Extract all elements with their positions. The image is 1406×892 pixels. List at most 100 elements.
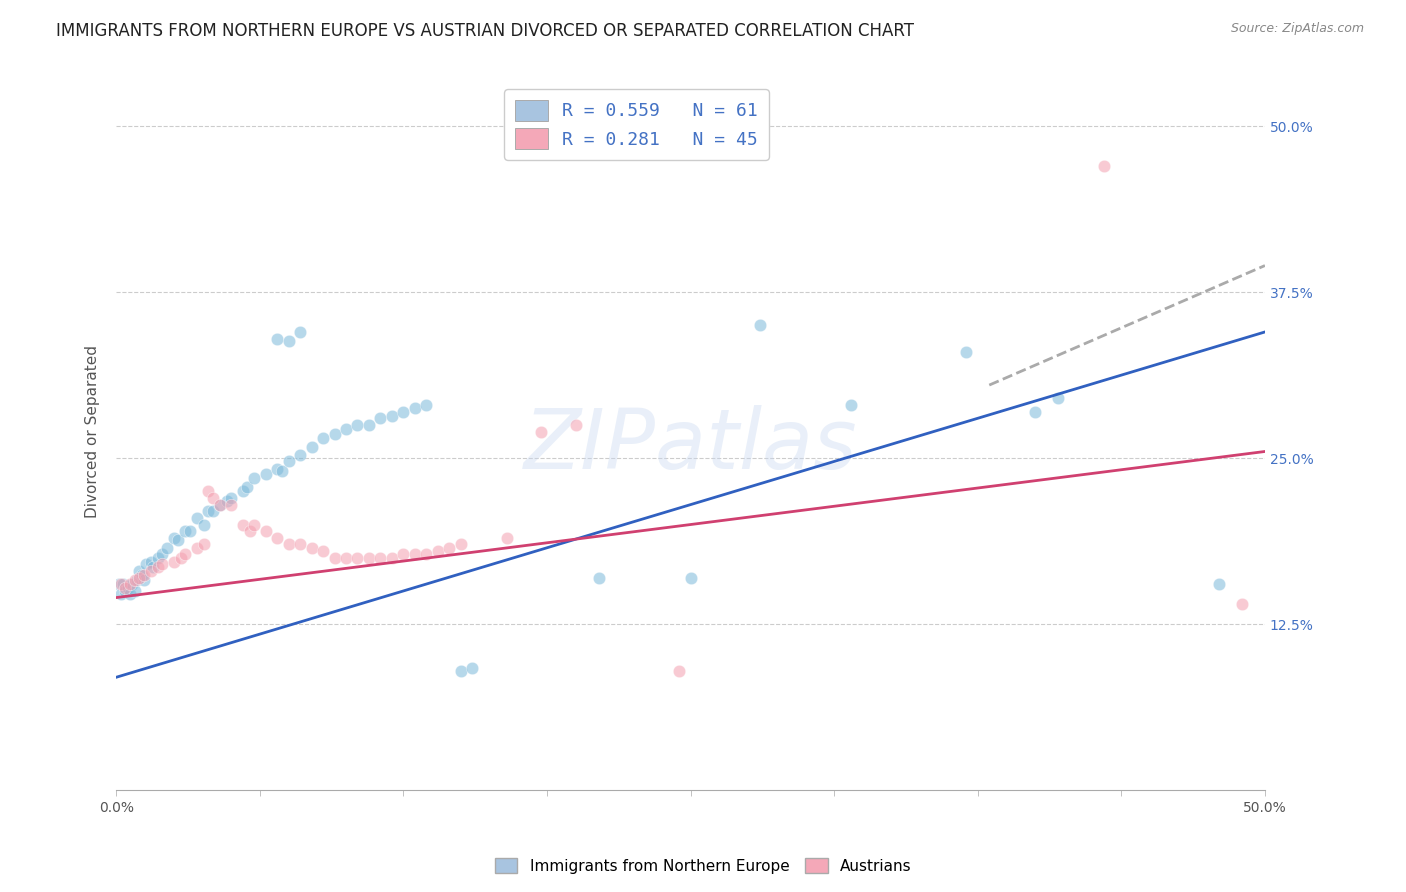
Point bbox=[404, 401, 426, 415]
Point bbox=[323, 550, 346, 565]
Point bbox=[156, 541, 179, 556]
Point bbox=[238, 524, 260, 538]
Point bbox=[121, 577, 143, 591]
Point bbox=[277, 454, 299, 468]
Point bbox=[335, 550, 357, 565]
Point bbox=[439, 541, 461, 556]
Point bbox=[1230, 597, 1253, 611]
Point bbox=[254, 467, 277, 481]
Point bbox=[357, 550, 380, 565]
Point bbox=[139, 564, 162, 578]
Point bbox=[208, 498, 231, 512]
Point bbox=[461, 661, 484, 675]
Point bbox=[668, 664, 690, 678]
Point bbox=[132, 568, 155, 582]
Legend: R = 0.559   N = 61, R = 0.281   N = 45: R = 0.559 N = 61, R = 0.281 N = 45 bbox=[505, 89, 769, 160]
Point bbox=[131, 568, 153, 582]
Point bbox=[312, 544, 335, 558]
Point bbox=[163, 555, 186, 569]
Y-axis label: Divorced or Separated: Divorced or Separated bbox=[86, 345, 100, 518]
Point bbox=[1092, 159, 1115, 173]
Point bbox=[124, 574, 146, 588]
Text: Source: ZipAtlas.com: Source: ZipAtlas.com bbox=[1230, 22, 1364, 36]
Point bbox=[110, 586, 132, 600]
Point bbox=[346, 417, 368, 432]
Point bbox=[215, 493, 238, 508]
Point bbox=[142, 560, 165, 574]
Point bbox=[169, 550, 191, 565]
Text: ZIPatlas: ZIPatlas bbox=[524, 405, 858, 486]
Point bbox=[186, 511, 208, 525]
Point bbox=[208, 498, 231, 512]
Point bbox=[450, 537, 472, 551]
Point bbox=[197, 504, 219, 518]
Point bbox=[135, 558, 157, 572]
Point bbox=[415, 547, 437, 561]
Point bbox=[110, 577, 132, 591]
Point bbox=[392, 547, 415, 561]
Point bbox=[288, 449, 311, 463]
Point bbox=[146, 550, 169, 565]
Point bbox=[404, 547, 426, 561]
Point bbox=[120, 577, 142, 591]
Point bbox=[150, 547, 173, 561]
Point bbox=[270, 464, 292, 478]
Point bbox=[323, 427, 346, 442]
Point bbox=[117, 582, 139, 596]
Point bbox=[955, 344, 977, 359]
Point bbox=[186, 541, 208, 556]
Point bbox=[163, 531, 186, 545]
Point bbox=[266, 462, 288, 476]
Point bbox=[254, 524, 277, 538]
Point bbox=[301, 441, 323, 455]
Point bbox=[146, 560, 169, 574]
Point bbox=[219, 498, 242, 512]
Point bbox=[357, 417, 380, 432]
Point bbox=[174, 547, 197, 561]
Point bbox=[588, 571, 610, 585]
Point bbox=[335, 422, 357, 436]
Point bbox=[174, 524, 197, 538]
Point bbox=[232, 484, 254, 499]
Point bbox=[150, 558, 173, 572]
Point bbox=[426, 544, 449, 558]
Point bbox=[120, 586, 142, 600]
Point bbox=[107, 577, 129, 591]
Point bbox=[841, 398, 863, 412]
Point bbox=[277, 537, 299, 551]
Point bbox=[530, 425, 553, 439]
Point bbox=[243, 517, 266, 532]
Point bbox=[128, 564, 150, 578]
Point bbox=[450, 664, 472, 678]
Text: IMMIGRANTS FROM NORTHERN EUROPE VS AUSTRIAN DIVORCED OR SEPARATED CORRELATION CH: IMMIGRANTS FROM NORTHERN EUROPE VS AUSTR… bbox=[56, 22, 914, 40]
Point bbox=[381, 409, 404, 423]
Point bbox=[201, 504, 224, 518]
Point bbox=[370, 550, 392, 565]
Point bbox=[495, 531, 517, 545]
Point bbox=[132, 574, 155, 588]
Point bbox=[277, 334, 299, 349]
Point bbox=[392, 404, 415, 418]
Point bbox=[125, 574, 148, 588]
Point bbox=[415, 398, 437, 412]
Point bbox=[114, 582, 136, 596]
Point bbox=[266, 531, 288, 545]
Point bbox=[266, 332, 288, 346]
Point bbox=[139, 555, 162, 569]
Point bbox=[381, 550, 404, 565]
Point bbox=[124, 583, 146, 598]
Point bbox=[167, 533, 190, 548]
Legend: Immigrants from Northern Europe, Austrians: Immigrants from Northern Europe, Austria… bbox=[488, 852, 918, 880]
Point bbox=[197, 484, 219, 499]
Point bbox=[193, 537, 215, 551]
Point bbox=[114, 583, 136, 598]
Point bbox=[179, 524, 201, 538]
Point bbox=[288, 325, 311, 339]
Point bbox=[243, 471, 266, 485]
Point bbox=[201, 491, 224, 505]
Point bbox=[288, 537, 311, 551]
Point bbox=[232, 517, 254, 532]
Point bbox=[301, 541, 323, 556]
Point bbox=[112, 577, 135, 591]
Point bbox=[219, 491, 242, 505]
